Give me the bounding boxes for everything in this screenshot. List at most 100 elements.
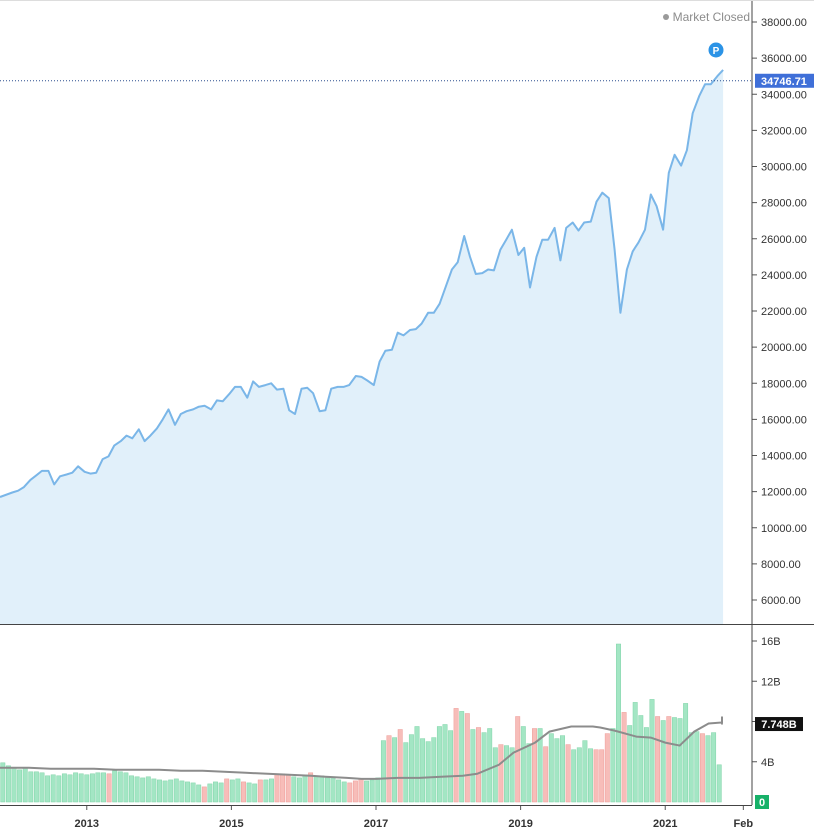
volume-bar [263, 779, 269, 803]
volume-bar [571, 749, 577, 803]
current-price-label: 34746.71 [761, 76, 807, 88]
volume-bar [140, 777, 146, 803]
current-volume-label: 7.748B [761, 719, 797, 731]
p-marker-icon [708, 42, 724, 58]
volume-bar [235, 778, 241, 803]
p-marker-label: P [713, 46, 720, 57]
volume-bar [436, 726, 442, 803]
volume-bar [369, 779, 375, 803]
volume-bar [481, 732, 487, 803]
volume-bar [17, 769, 23, 803]
volume-bar [392, 737, 398, 803]
volume-bar [386, 735, 392, 803]
volume-bar [688, 732, 694, 803]
current-price-badge [755, 73, 814, 88]
volume-bar [543, 746, 549, 803]
volume-bar [403, 742, 409, 803]
volume-bar [134, 776, 140, 803]
volume-bar [431, 737, 437, 803]
volume-bar [224, 778, 230, 803]
price-y-tick-label: 16000.00 [761, 414, 807, 426]
volume-bar [0, 762, 6, 803]
price-y-tick-label: 34000.00 [761, 89, 807, 101]
volume-bar [610, 728, 616, 803]
volume-bar [627, 725, 633, 803]
volume-bar [408, 734, 414, 803]
volume-bar [548, 733, 554, 803]
volume-bar [666, 716, 672, 803]
volume-bar [526, 743, 532, 803]
volume-bar [157, 779, 162, 803]
volume-bar [425, 741, 431, 803]
chart-frame [0, 0, 814, 806]
volume-bar [241, 781, 246, 803]
volume-bar [397, 729, 403, 803]
volume-bar [459, 711, 465, 803]
volume-bar [201, 786, 207, 803]
volume-bar [358, 778, 364, 803]
volume-y-tick-label: 16B [761, 636, 781, 648]
volume-bar [168, 779, 174, 803]
volume-bar [117, 771, 123, 803]
price-y-tick-label: 12000.00 [761, 487, 807, 499]
volume-bar [470, 729, 476, 803]
volume-bar [145, 776, 151, 803]
volume-bar [84, 774, 90, 803]
volume-bar [448, 730, 454, 803]
volume-bar [324, 777, 330, 803]
volume-bar [61, 773, 67, 803]
price-y-tick-label: 10000.00 [761, 523, 807, 535]
x-axis-tick-label: 2013 [75, 818, 99, 828]
volume-bar [414, 726, 420, 803]
volume-bar [229, 779, 235, 803]
price-pane: 34746.71 6000.00 8000.00 10000.00 12000.00 14… [0, 17, 814, 624]
volume-bar [476, 727, 481, 803]
volume-bar [442, 724, 448, 803]
volume-bar [89, 773, 95, 803]
market-status-text: Market Closed [672, 10, 750, 24]
price-y-tick-label: 14000.00 [761, 451, 807, 463]
volume-bar [190, 782, 196, 803]
volume-bar [291, 776, 297, 803]
volume-bar [716, 764, 722, 803]
volume-bar [380, 740, 386, 803]
volume-bar [173, 778, 179, 803]
volume-bar [45, 775, 51, 803]
x-axis: 2013 2015 2017 2019 2021 Feb [75, 805, 753, 830]
volume-bar [11, 767, 17, 803]
price-y-tick-label: 26000.00 [761, 234, 807, 246]
price-y-tick-label: 6000.00 [761, 595, 801, 607]
volume-bar [112, 770, 118, 803]
volume-bar [162, 780, 168, 803]
volume-bar [655, 716, 661, 803]
volume-bar [336, 779, 342, 803]
volume-bar [246, 782, 252, 803]
price-y-tick-label: 32000.00 [761, 125, 807, 137]
market-status: Market Closed [650, 10, 750, 24]
volume-bar [638, 715, 644, 803]
volume-bar [588, 748, 593, 803]
volume-bar [453, 708, 459, 803]
volume-bar [694, 731, 700, 803]
price-area-fill [0, 69, 724, 624]
volume-bar [207, 783, 213, 803]
price-y-tick-label: 28000.00 [761, 198, 807, 210]
volume-bar [565, 744, 571, 803]
volume-bar [5, 765, 11, 803]
volume-bar [492, 747, 498, 803]
volume-bar [302, 774, 308, 803]
price-y-tick-label: 38000.00 [761, 17, 807, 29]
volume-bar [599, 749, 605, 803]
volume-bar [375, 777, 381, 803]
volume-bar [347, 782, 353, 803]
zero-volume-badge [755, 795, 769, 809]
price-y-tick-label: 8000.00 [761, 559, 801, 571]
volume-bar [498, 744, 504, 803]
x-axis-tick-label: 2021 [653, 818, 677, 828]
x-axis-tick-label: 2015 [219, 818, 243, 828]
volume-bar [711, 732, 717, 803]
volume-bar [196, 784, 202, 803]
volume-bar [504, 745, 509, 803]
